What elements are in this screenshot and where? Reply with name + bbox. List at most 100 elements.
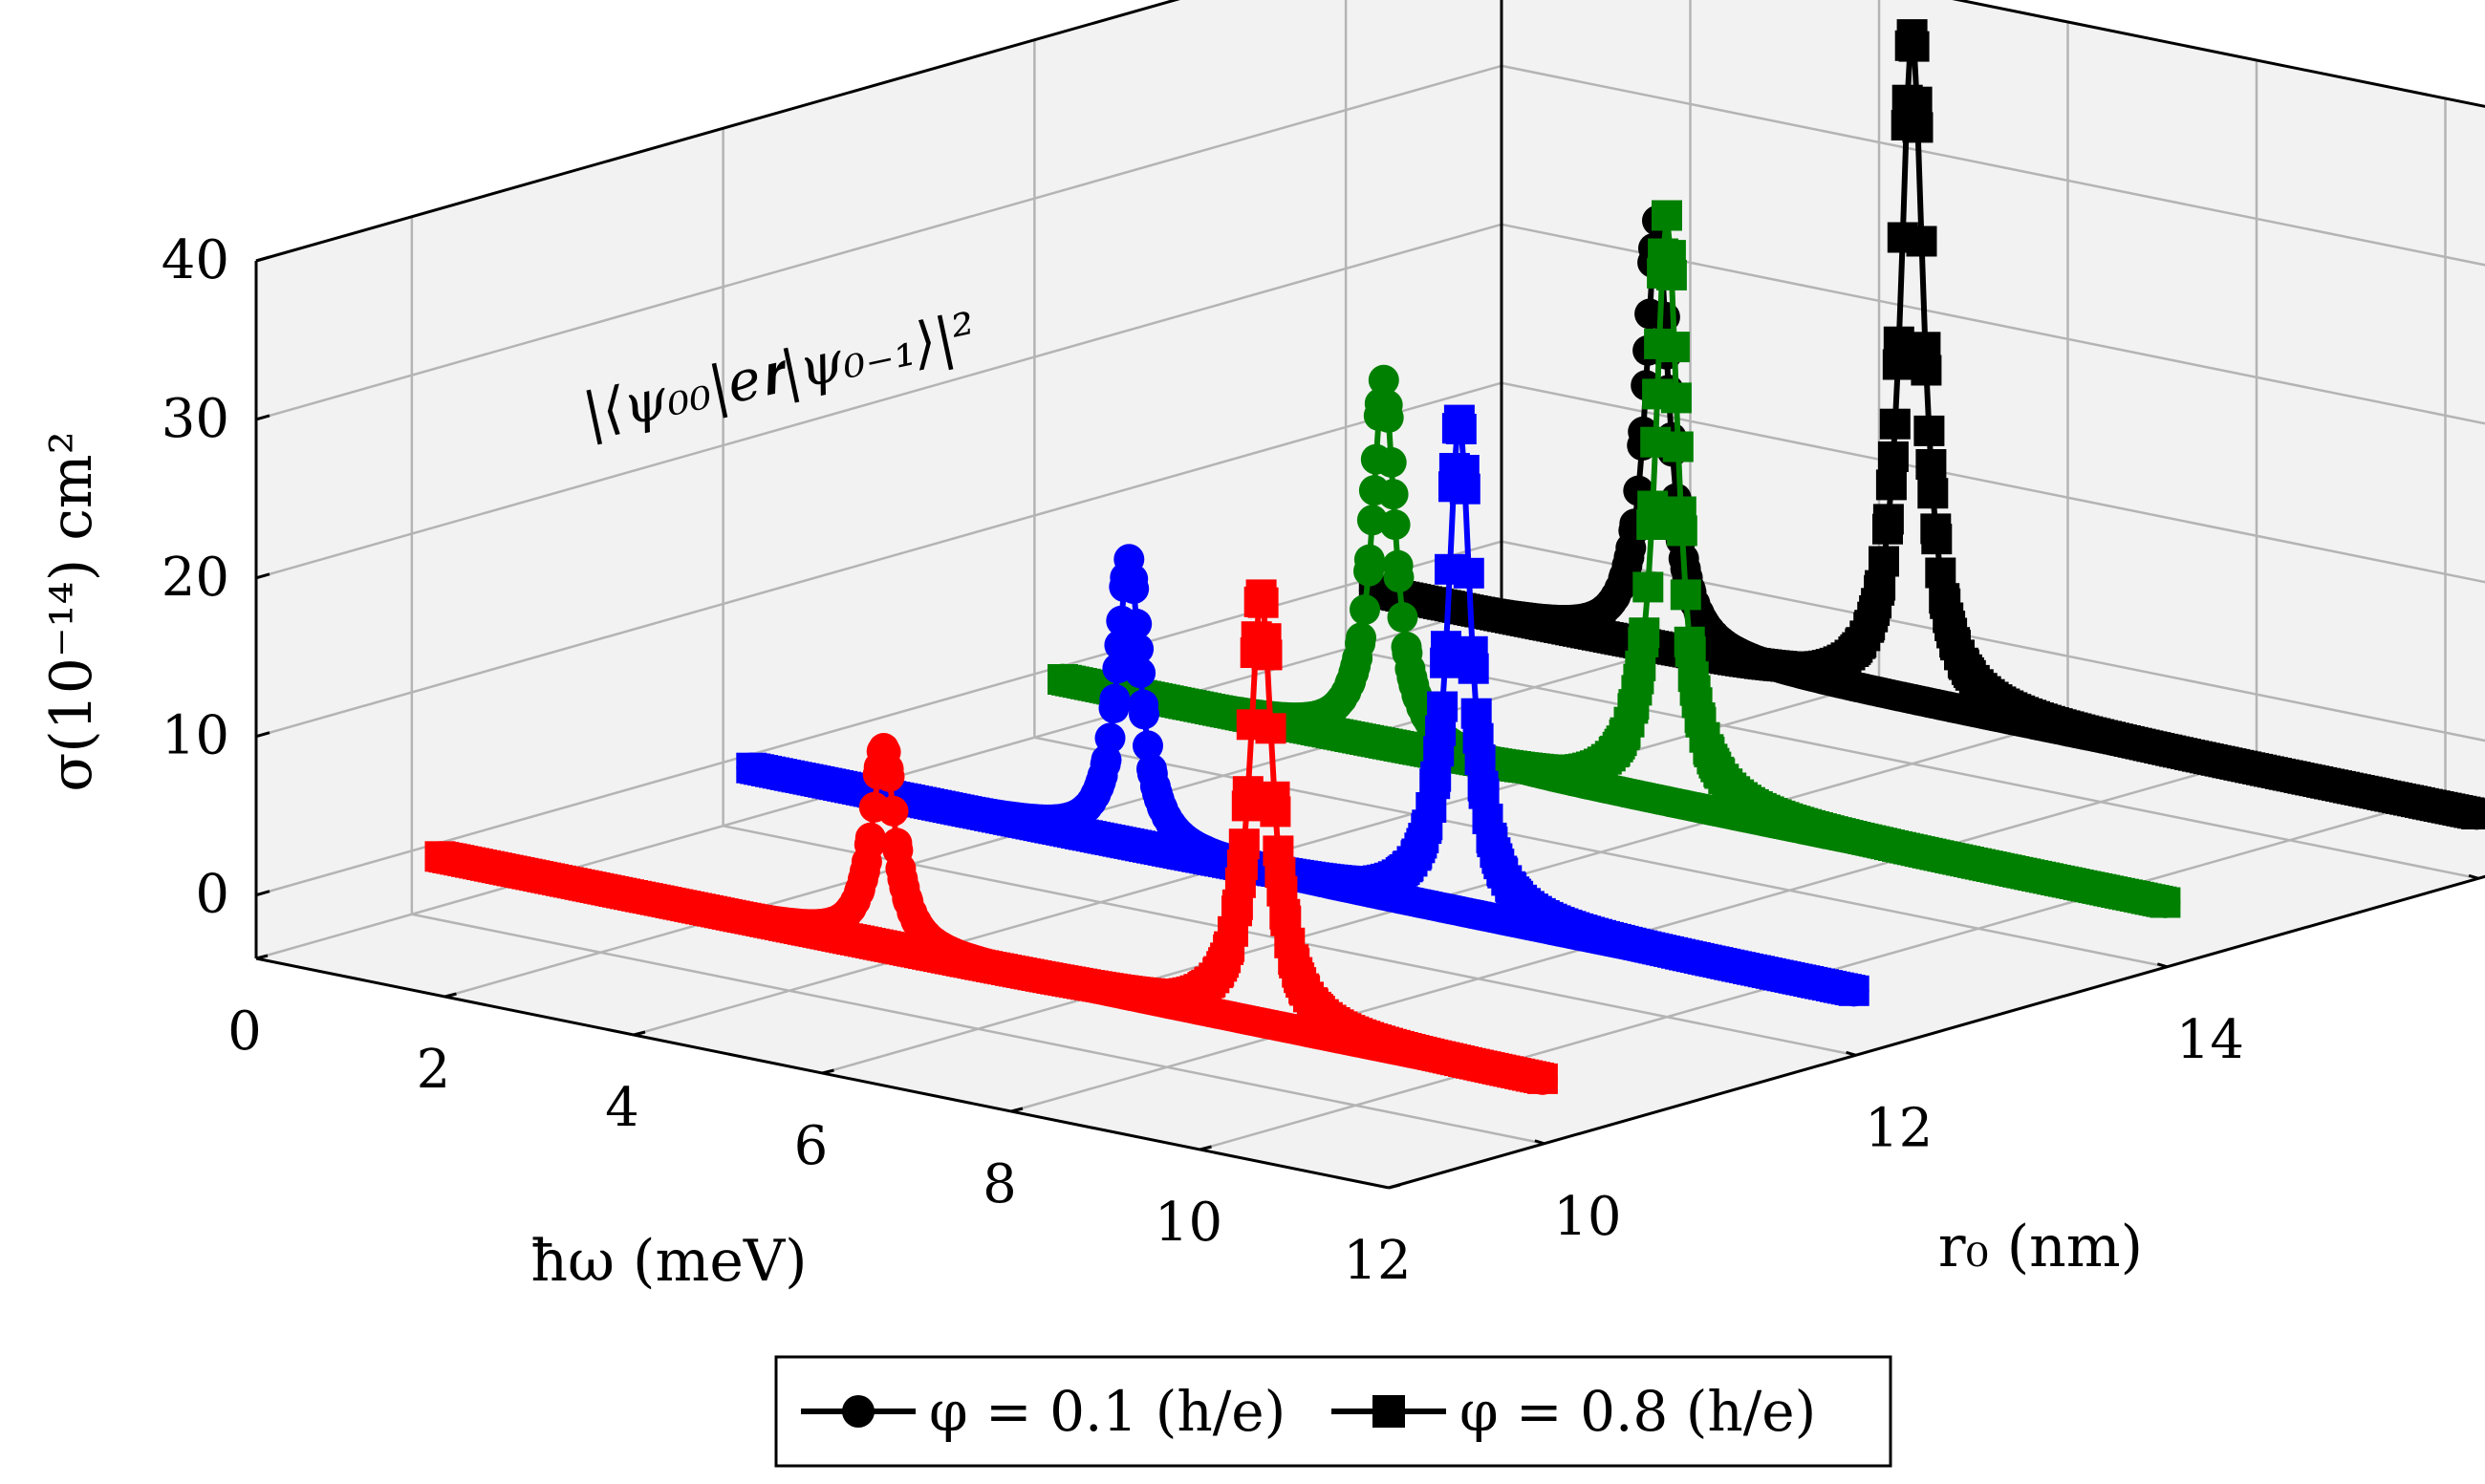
grid-left-z (255, 540, 1502, 896)
data-point (1129, 699, 1159, 730)
data-point (1375, 446, 1407, 478)
z-tick-mark (255, 731, 270, 739)
z-tick-label: 10 (162, 705, 229, 767)
legend-circle-marker (842, 1395, 875, 1428)
y-tick-mark (1534, 1139, 1545, 1146)
data-point (1356, 505, 1388, 536)
data-point (1247, 587, 1279, 618)
data-point (1632, 571, 1664, 603)
y-tick-mark (2156, 962, 2168, 969)
data-point (1368, 364, 1399, 396)
data-point (1662, 431, 1694, 462)
data-point (1099, 683, 1131, 715)
data-point (1658, 332, 1690, 363)
y-tick-label: 14 (2176, 1009, 2244, 1071)
data-point (1255, 713, 1286, 744)
series-square-r0-10 (424, 579, 1558, 1094)
x-tick-mark (255, 954, 269, 960)
data-point (1666, 515, 1697, 547)
z-tick-mark (255, 255, 270, 263)
grid-left-z (255, 381, 1502, 738)
data-point (1251, 639, 1283, 671)
y-axis-label: r₀ (nm) (1938, 1214, 2143, 1280)
data-point (1123, 634, 1155, 665)
legend-label-phi-0-1: φ = 0.1 (h/e) (929, 1379, 1286, 1444)
x-tick-mark (1199, 1145, 1212, 1151)
left-wall-pane (256, 0, 1502, 958)
data-point (1869, 546, 1899, 577)
data-point (1387, 602, 1418, 633)
data-point (1906, 226, 1937, 257)
x-tick-label: 10 (1155, 1192, 1222, 1254)
data-point (1898, 31, 1930, 62)
x-tick-mark (444, 992, 457, 999)
data-point (1125, 657, 1156, 689)
data-point (1228, 828, 1260, 860)
data-point (1118, 573, 1150, 605)
y-tick-mark (1846, 1050, 1857, 1057)
data-point (1902, 112, 1934, 143)
x-tick-label: 0 (227, 1000, 262, 1063)
data-point (877, 795, 909, 827)
data-point (1453, 557, 1484, 589)
data-point (1913, 415, 1945, 446)
data-point (1652, 200, 1682, 231)
data-point (874, 761, 905, 792)
data-point (1526, 1063, 1558, 1094)
z-tick-mark (255, 414, 270, 421)
frame-top-back (1952, 0, 2485, 108)
legend-square-marker (1372, 1395, 1405, 1428)
data-point (1377, 479, 1409, 510)
data-point (1260, 796, 1291, 828)
z-tick-label: 0 (195, 864, 229, 926)
data-point (1915, 449, 1947, 480)
data-point (1464, 744, 1496, 776)
grid-back-z (1501, 381, 2485, 584)
data-point (1901, 86, 1933, 118)
data-point (1925, 557, 1956, 589)
z-tick-label: 30 (162, 388, 229, 450)
z-tick-mark (255, 890, 270, 897)
data-point (1133, 730, 1163, 762)
grid-back-z (1501, 223, 2485, 425)
data-point (2150, 887, 2181, 918)
grid-left-z (255, 64, 1502, 421)
data-series (424, 19, 2485, 1095)
data-point (1379, 509, 1411, 541)
frame-top-left (255, 0, 1180, 263)
data-point (1445, 414, 1477, 444)
data-point (1383, 562, 1415, 593)
data-point (1660, 382, 1692, 414)
grid-floor-y (1034, 736, 2168, 968)
data-point (1872, 504, 1904, 535)
data-point (1449, 473, 1480, 505)
x-tick-label: 12 (1343, 1230, 1411, 1292)
x-tick-label: 8 (983, 1153, 1017, 1215)
x-tick-mark (822, 1068, 834, 1075)
y-tick-label: 10 (1553, 1186, 1621, 1248)
x-tick-label: 4 (605, 1077, 639, 1139)
data-point (1911, 355, 1942, 386)
legend-label-phi-0-8: φ = 0.8 (h/e) (1459, 1379, 1816, 1444)
data-point (1427, 691, 1459, 722)
z-axis-label: σ(10⁻¹⁴) cm² (38, 431, 105, 792)
data-point (1838, 975, 1869, 1006)
axis-frame (254, 0, 2485, 1190)
data-point (1655, 259, 1687, 290)
x-tick-mark (1010, 1107, 1024, 1113)
data-point (1094, 722, 1126, 754)
x-axis-label: ħω (meV) (530, 1228, 807, 1295)
data-point (1458, 653, 1489, 684)
data-point (1232, 776, 1264, 807)
x-tick-mark (1388, 1183, 1401, 1190)
y-tick-mark (2468, 873, 2479, 880)
data-point (1346, 622, 1376, 654)
x-tick-label: 2 (417, 1039, 451, 1101)
data-point (1921, 524, 1953, 555)
y-tick-label: 12 (1865, 1097, 1933, 1159)
z-tick-label: 20 (162, 547, 229, 609)
z-tick-label: 40 (162, 229, 229, 291)
data-point (1353, 544, 1385, 575)
data-point (1917, 478, 1949, 509)
